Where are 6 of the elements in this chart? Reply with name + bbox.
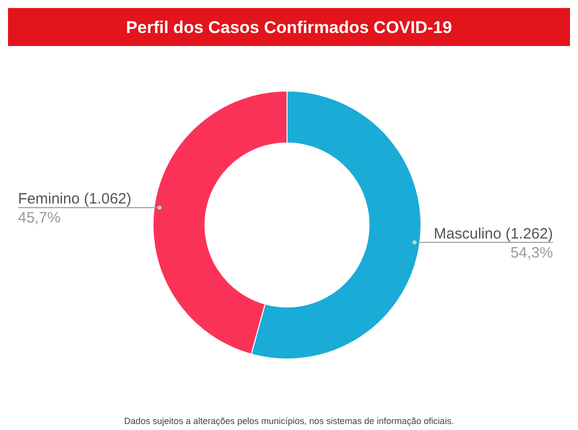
data-label: 45,7% — [18, 210, 61, 227]
data-label: 54,3% — [510, 244, 553, 262]
text: Dados sujeitos a alterações pelos municípios, nos sistemas de informação oficiais. — [124, 416, 454, 426]
slice-label: Masculino (1.262) — [434, 225, 553, 242]
chart-title: Perfil dos Casos Confirmados COVID-19 — [126, 18, 452, 37]
slice-label: Feminino (1.062) — [18, 190, 132, 208]
